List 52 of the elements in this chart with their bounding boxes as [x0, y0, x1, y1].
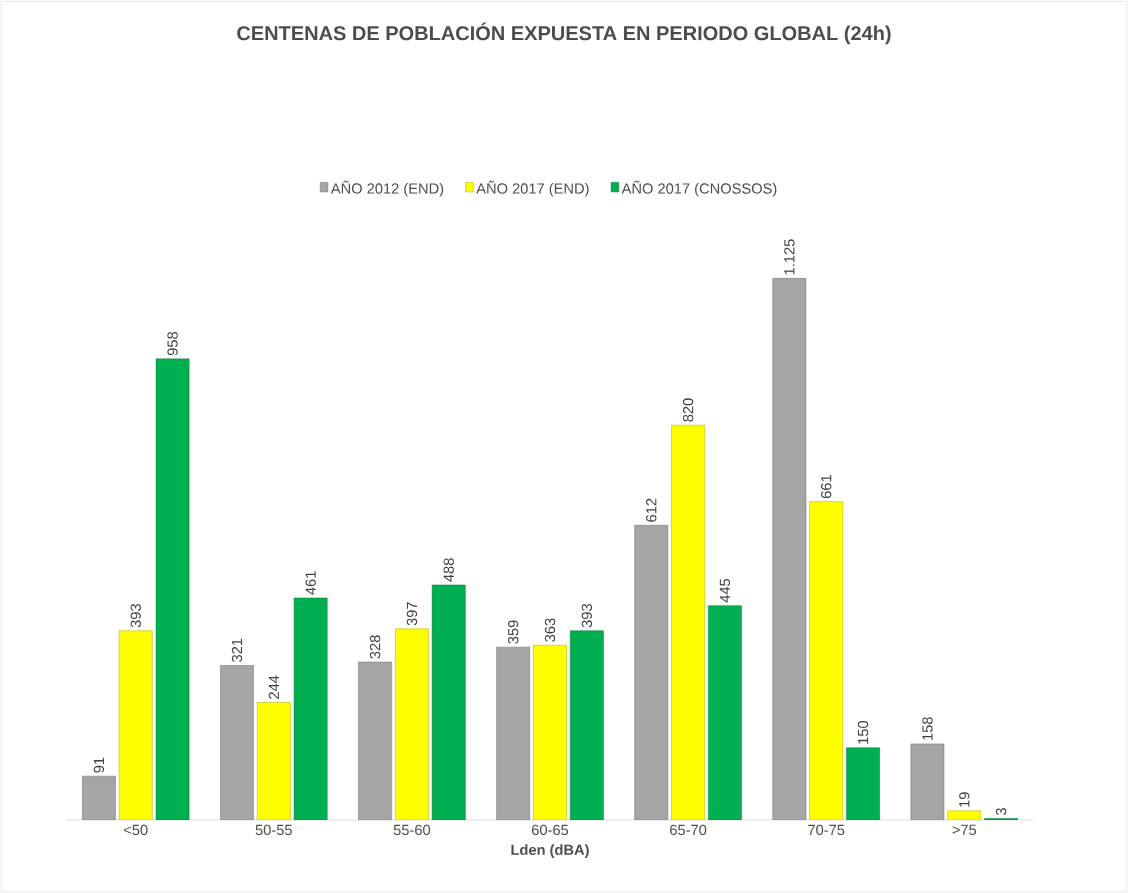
- x-tick-label: <50: [124, 824, 148, 835]
- data-label: 321: [231, 638, 243, 662]
- bar: [708, 605, 742, 820]
- legend-label: AÑO 2017 (END): [476, 180, 589, 197]
- x-axis-title: Lden (dBA): [511, 844, 589, 858]
- bar: [846, 747, 880, 820]
- bar: [293, 597, 328, 820]
- bar: [395, 628, 429, 820]
- data-label: 958: [167, 331, 178, 355]
- x-tick-label: 55-60: [393, 824, 431, 835]
- data-label: 150: [857, 720, 869, 744]
- data-label: 661: [821, 474, 832, 498]
- bar: [910, 743, 945, 820]
- bar: [431, 584, 466, 820]
- data-label: 244: [268, 675, 279, 699]
- data-label: 328: [369, 635, 381, 659]
- data-label: 3: [995, 807, 1007, 815]
- bar: [533, 644, 567, 820]
- data-label: 393: [581, 603, 593, 628]
- x-tick-label: 50-55: [255, 824, 292, 835]
- data-label: 91: [93, 757, 105, 773]
- legend-label: AÑO 2012 (END): [330, 180, 444, 197]
- bar: [772, 277, 807, 820]
- data-label: 820: [682, 398, 694, 422]
- data-label: 393: [130, 603, 141, 628]
- bar: [671, 424, 705, 820]
- bar: [496, 646, 531, 820]
- data-label: 19: [959, 792, 970, 807]
- bar: [220, 665, 254, 820]
- x-tick-label: 60-65: [532, 824, 569, 835]
- bar: [358, 661, 392, 820]
- bar: [82, 775, 116, 820]
- data-label: 158: [922, 717, 933, 740]
- data-label: 1.125: [784, 239, 795, 275]
- bar: [118, 630, 153, 820]
- bar: [569, 630, 604, 820]
- x-tick-label: 65-70: [670, 824, 707, 835]
- x-tick-label: 70-75: [808, 824, 845, 835]
- x-tick-label: >75: [952, 824, 977, 835]
- legend-label: AÑO 2017 (CNOSSOS): [621, 180, 777, 197]
- data-label: 461: [305, 571, 316, 595]
- data-label: 488: [443, 558, 454, 582]
- bar: [634, 524, 669, 820]
- data-label: 397: [406, 602, 418, 626]
- bar: [256, 702, 291, 820]
- chart-title: CENTENAS DE POBLACIÓN EXPUESTA EN PERIODO GLOBAL (24h): [237, 22, 891, 45]
- data-label: 363: [544, 618, 556, 642]
- bar: [809, 501, 844, 820]
- data-label: 359: [508, 620, 519, 644]
- data-label: 612: [646, 498, 657, 522]
- data-label: 445: [719, 578, 731, 603]
- bar: [155, 358, 190, 820]
